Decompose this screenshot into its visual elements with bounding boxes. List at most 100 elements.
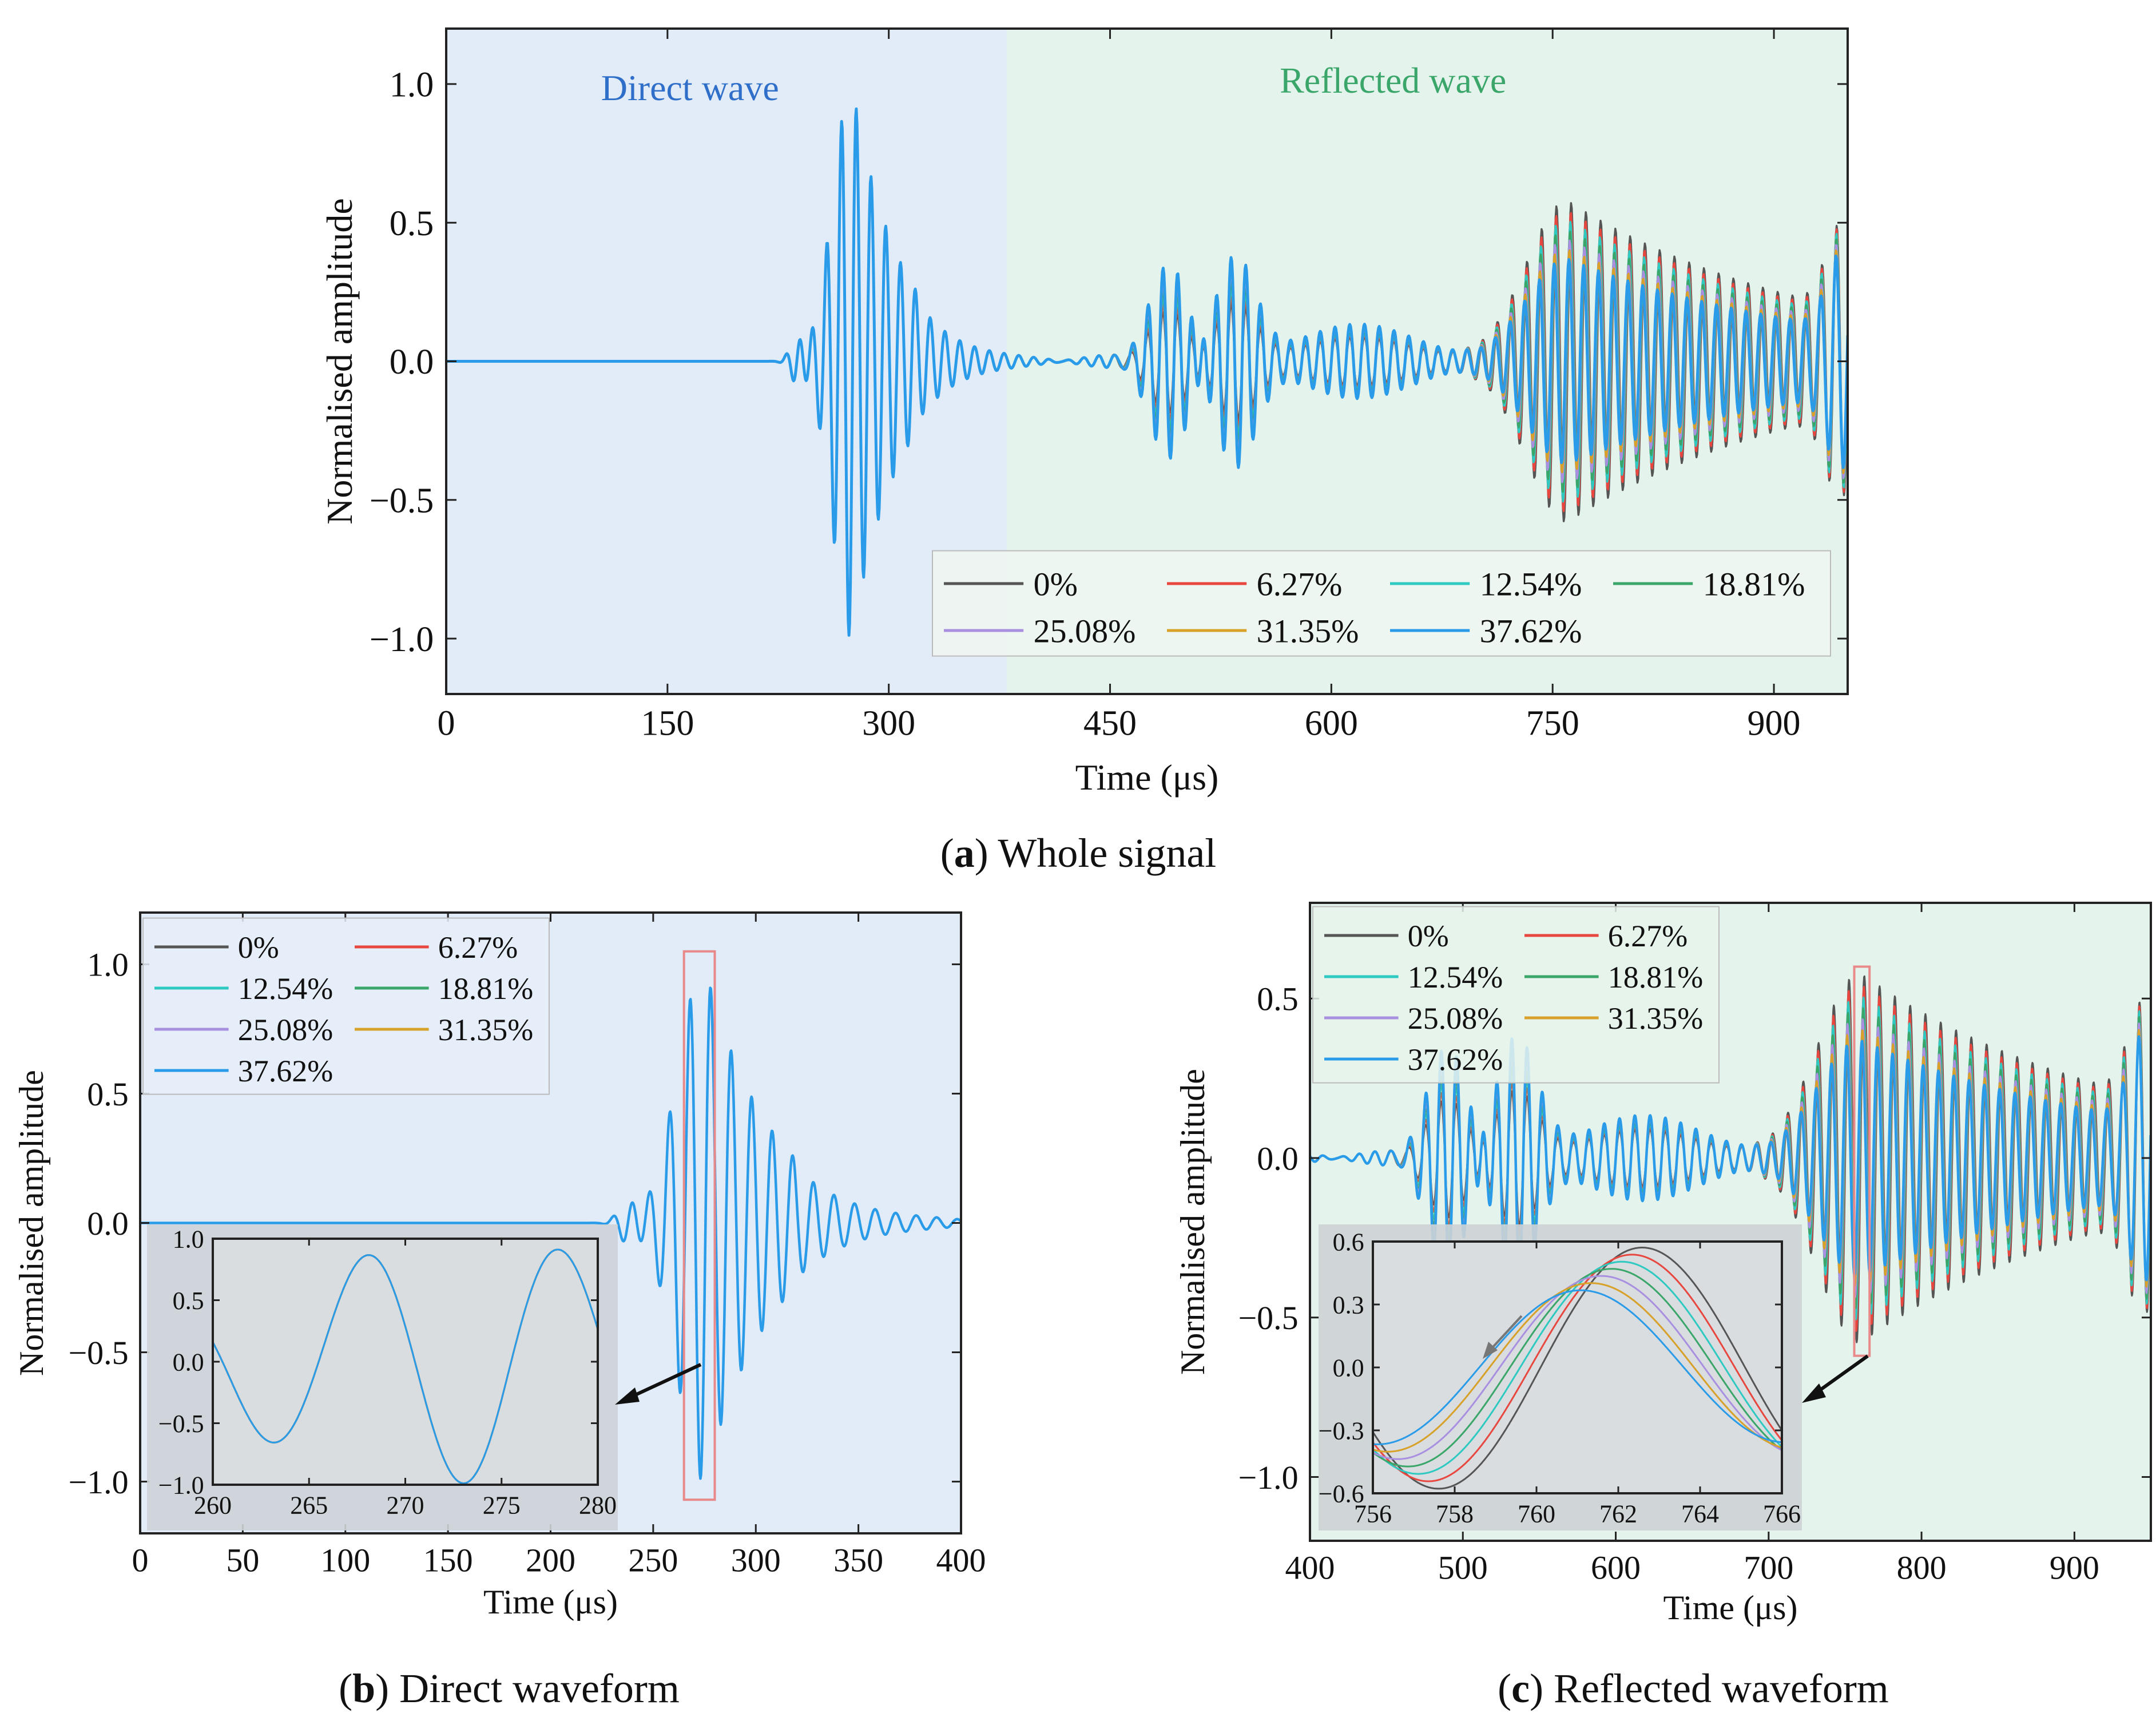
panel-c-highlight-box [1853, 965, 1871, 1357]
panel-b-ytick-label: 1.0 [87, 946, 129, 984]
panel-b-inset-ytick-label: 0.5 [173, 1287, 204, 1315]
panel-a-ytick-label: 0.0 [390, 343, 434, 382]
panel-b-ytick-label: 0.0 [87, 1205, 129, 1242]
panel-a-legend-label: 25.08% [1034, 612, 1136, 649]
panel-c-legend-label: 31.35% [1608, 1001, 1703, 1036]
panel-a-xtick-label: 0 [438, 704, 455, 743]
panel-b-xtick-label: 400 [936, 1542, 986, 1579]
panel-b-inset-ytick-label: −1.0 [158, 1471, 204, 1499]
panel-c-inset-ytick-label: −0.6 [1319, 1480, 1364, 1508]
panel-b-legend-label: 12.54% [238, 972, 333, 1006]
panel-c-ytick-label: −0.5 [1238, 1299, 1298, 1337]
panel-c-legend-label: 25.08% [1408, 1001, 1503, 1036]
panel-a-ytick-label: 1.0 [390, 66, 434, 105]
panel-b-xlabel: Time (μs) [483, 1583, 618, 1621]
panel-b-ytick-label: −1.0 [68, 1464, 128, 1501]
panel-b-inset-xtick-label: 265 [290, 1492, 328, 1520]
panel-a-region-label-direct: Direct wave [601, 68, 779, 108]
panel-b-arrow-head [615, 1387, 640, 1405]
panel-c-legend-label: 37.62% [1408, 1042, 1503, 1077]
panel-b-caption: (b) Direct waveform [339, 1666, 680, 1711]
panel-c-inset-ytick-label: 0.3 [1333, 1291, 1364, 1319]
panel-a-region-label-reflected: Reflected wave [1280, 60, 1506, 101]
caption-paren: ( [1498, 1666, 1511, 1711]
caption-letter: c [1511, 1666, 1530, 1711]
panel-a-xtick-label: 600 [1305, 704, 1358, 743]
panel-c-frame [1309, 902, 2152, 1542]
panel-b-xtick-label: 100 [320, 1542, 370, 1579]
panel-b-xtick-label: 250 [628, 1542, 678, 1579]
panel-a-legend-label: 0% [1034, 565, 1078, 602]
panel-b-ylabel: Normalised amplitude [13, 1070, 50, 1376]
panel-b-ytick-label: −0.5 [68, 1334, 128, 1371]
panel-c: 400 500 600 700 800 900 −1.0 −0.5 0.0 0.5 Time (μs… [1174, 902, 2152, 1711]
caption-close: ) Whole signal [975, 830, 1217, 876]
panel-c-inset-series-37-62pct [1373, 1289, 1782, 1445]
panel-c-ytick-label: −1.0 [1238, 1459, 1298, 1496]
panel-b-highlight-box [682, 950, 716, 1501]
panel-c-xtick-label: 400 [1285, 1549, 1335, 1587]
panel-b-inset-series-37-62pct [213, 1248, 598, 1484]
panel-c-caption: (c) Reflected waveform [1498, 1666, 1889, 1711]
panel-c-ytick-label: 0.0 [1257, 1140, 1299, 1177]
panel-a-ytick-label: −0.5 [370, 481, 434, 520]
panel-b-xtick-label: 300 [731, 1542, 781, 1579]
panel-c-xlabel: Time (μs) [1663, 1589, 1798, 1627]
panel-b-legend-label: 25.08% [238, 1013, 333, 1047]
panel-c-inset-xtick-label: 756 [1354, 1500, 1392, 1528]
panel-c-legend-label: 0% [1408, 919, 1449, 953]
panel-b-inset-xtick-label: 275 [483, 1492, 521, 1520]
panel-a-xlabel: Time (μs) [1075, 757, 1219, 798]
panel-c-ylabel: Normalised amplitude [1174, 1069, 1212, 1375]
panel-c-xtick-label: 700 [1744, 1549, 1793, 1587]
panel-b-inset-xtick-label: 270 [387, 1492, 424, 1520]
panel-c-inset-xtick-label: 762 [1599, 1500, 1637, 1528]
panel-c-inset-xtick-label: 758 [1436, 1500, 1474, 1528]
panel-a-legend-label: 37.62% [1480, 612, 1582, 649]
panel-a-caption: (a) Whole signal [940, 830, 1217, 876]
panel-c-xtick-label: 600 [1591, 1549, 1641, 1587]
panel-a-legend-label: 12.54% [1480, 565, 1582, 602]
panel-c-inset-plot-bg [1373, 1242, 1782, 1493]
panel-a-xtick-label: 750 [1526, 704, 1579, 743]
panel-a-series-37-62pct [446, 107, 1848, 637]
panel-b-xtick-label: 350 [833, 1542, 883, 1579]
panel-c-xtick-label: 900 [2050, 1549, 2099, 1587]
panel-b-legend-label: 37.62% [238, 1054, 333, 1088]
caption-close: ) Reflected waveform [1530, 1666, 1889, 1711]
panel-a-legend-label: 31.35% [1257, 612, 1359, 649]
panel-b-xtick-label: 0 [132, 1542, 149, 1579]
panel-c-inset-xtick-label: 764 [1681, 1500, 1719, 1528]
panel-b-legend-label: 6.27% [438, 930, 518, 965]
panel-a-ytick-label: 0.5 [390, 204, 434, 243]
panel-c-inset-series-25-08pct [1373, 1275, 1782, 1460]
panel-a-ytick-label: −1.0 [370, 620, 434, 659]
panel-b-inset-plot-bg [213, 1239, 598, 1485]
panel-c-inset-xtick-label: 760 [1518, 1500, 1555, 1528]
panel-c-inset-xtick-label: 766 [1763, 1500, 1801, 1528]
panel-b-ytick-label: 0.5 [87, 1076, 129, 1113]
panel-c-inset-series-31-35pct [1373, 1282, 1782, 1453]
panel-c-xtick-label: 800 [1897, 1549, 1947, 1587]
panel-a-legend-box [932, 550, 1831, 657]
panel-b-inset-ytick-label: −0.5 [158, 1410, 204, 1438]
panel-c-arrow-head [1802, 1383, 1826, 1403]
panel-c-legend-label: 6.27% [1608, 919, 1688, 953]
panel-a-xtick-label: 900 [1748, 704, 1801, 743]
panel-c-inset-series-6-27pct [1373, 1254, 1782, 1482]
panel-b: 0 50 100 150 200 250 300 350 400 −1.0 −0.5 0.0 0.5 1.… [13, 911, 986, 1711]
caption-letter: b [352, 1666, 375, 1711]
panel-a-ylabel: Normalised amplitude [319, 198, 360, 525]
panel-b-inset-ytick-label: 1.0 [173, 1225, 204, 1253]
panel-a-legend-label: 6.27% [1257, 565, 1343, 602]
panel-b-xtick-label: 200 [526, 1542, 575, 1579]
panel-c-inset-ytick-label: 0.0 [1333, 1354, 1364, 1382]
caption-paren: ( [940, 830, 954, 876]
panel-b-legend-label: 31.35% [438, 1013, 533, 1047]
panel-b-series-37-62pct [140, 986, 961, 1480]
panel-b-inset-xtick-label: 280 [579, 1492, 617, 1520]
panel-c-inset-ytick-label: 0.6 [1333, 1228, 1364, 1256]
panel-b-inset-xtick-label: 260 [194, 1492, 232, 1520]
caption-letter: a [954, 830, 975, 876]
